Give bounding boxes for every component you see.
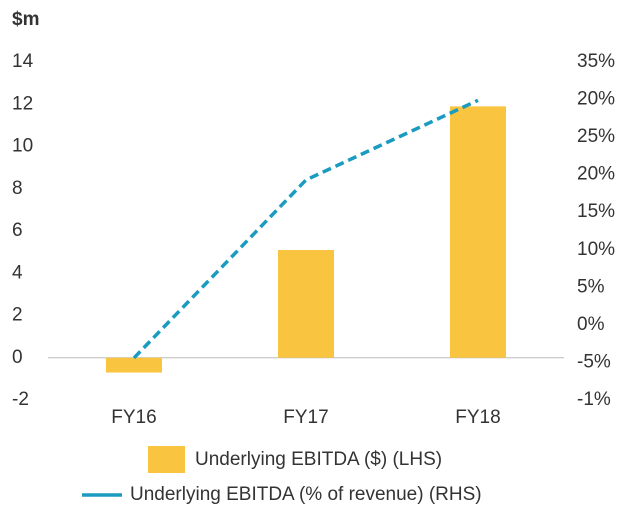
x-tick-label: FY17	[283, 407, 328, 428]
y-tick-label: 12	[12, 93, 33, 114]
legend-label: Underlying EBITDA (% of revenue) (RHS)	[130, 484, 482, 505]
y-tick-label: 10	[12, 136, 33, 157]
y2-tick-label: 10%	[577, 239, 615, 260]
y-tick-label: 6	[12, 220, 23, 241]
y-tick-label: 0	[12, 347, 23, 368]
bar	[106, 357, 162, 373]
y-tick-label: -2	[12, 389, 29, 410]
y-axis-label: $m	[12, 9, 39, 30]
legend-label: Underlying EBITDA ($) (LHS)	[195, 449, 442, 470]
x-tick-label: FY18	[455, 407, 500, 428]
y2-tick-label: -5%	[577, 351, 611, 372]
x-tick-label: FY16	[111, 407, 156, 428]
y2-tick-label: 25%	[577, 126, 615, 147]
bar	[278, 250, 334, 358]
legend-swatch	[148, 446, 185, 473]
y-tick-label: 2	[12, 305, 23, 326]
y2-tick-label: 0%	[577, 314, 605, 335]
y2-tick-label: 35%	[577, 51, 615, 72]
y-tick-label: 8	[12, 178, 23, 199]
y2-tick-label: 20%	[577, 164, 615, 185]
y-tick-label: 14	[12, 51, 34, 72]
y2-tick-label: 5%	[577, 276, 605, 297]
bar	[450, 106, 506, 358]
y-tick-label: 4	[12, 262, 23, 283]
y2-tick-label: 15%	[577, 201, 615, 222]
y2-tick-label: -1%	[577, 389, 611, 410]
y2-tick-label: 20%	[577, 89, 615, 110]
